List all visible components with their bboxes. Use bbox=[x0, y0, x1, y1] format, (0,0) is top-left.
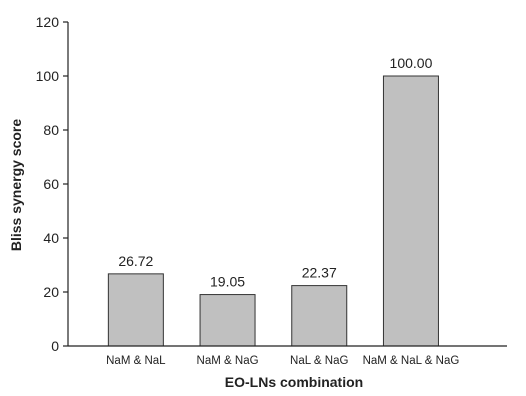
y-tick-label: 0 bbox=[51, 338, 59, 354]
bar bbox=[291, 285, 348, 347]
x-tick-label: NaM & NaL bbox=[106, 355, 166, 367]
y-tick-label: 20 bbox=[43, 284, 59, 300]
x-tick-label: NaM & NaL & NaG bbox=[363, 355, 460, 367]
y-tick-label: 120 bbox=[36, 14, 60, 30]
bars bbox=[107, 75, 439, 347]
bar-value-label: 22.37 bbox=[302, 265, 337, 281]
x-axis-tick-labels: NaM & NaL NaM & NaG NaL & NaG NaM & NaL & N… bbox=[106, 355, 459, 367]
y-tick-label: 40 bbox=[43, 230, 59, 246]
x-axis-title: EO-LNs combination bbox=[225, 374, 363, 390]
bar-value-label: 26.72 bbox=[118, 253, 153, 269]
y-tick-label: 80 bbox=[43, 122, 59, 138]
data-labels: 26.72 19.05 22.37 100.00 bbox=[118, 55, 432, 290]
y-tick-label: 60 bbox=[43, 176, 59, 192]
bar bbox=[107, 273, 164, 347]
y-tick-label: 100 bbox=[36, 68, 60, 84]
x-tick-label: NaL & NaG bbox=[290, 355, 348, 367]
x-tick-label: NaM & NaG bbox=[197, 355, 259, 367]
bar-value-label: 19.05 bbox=[210, 274, 245, 290]
bar bbox=[199, 294, 256, 347]
y-axis-title: Bliss synergy score bbox=[8, 119, 24, 252]
bar bbox=[382, 75, 439, 347]
y-axis-ticks: 0 20 40 60 80 100 120 bbox=[36, 14, 68, 354]
bar-value-label: 100.00 bbox=[390, 55, 433, 71]
